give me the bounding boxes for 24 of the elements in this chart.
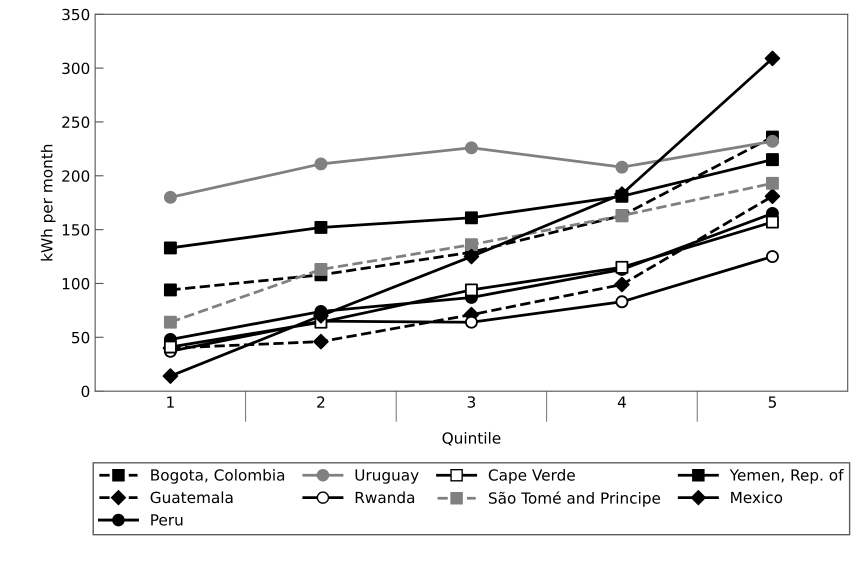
legend-label: Peru	[151, 514, 182, 526]
x-tick-label: 5	[768, 396, 776, 408]
legend-label: Cape Verde	[488, 468, 575, 484]
legend-label: Yemen, Rep. of	[730, 468, 844, 484]
legend-label: São Tomé and Principe	[488, 491, 660, 507]
x-tick-label: 2	[317, 396, 324, 408]
y-tick-label: 200	[62, 170, 90, 182]
y-axis-title: kWh per month	[40, 144, 56, 260]
y-tick-label: 0	[82, 386, 90, 398]
legend-label: Mexico	[731, 491, 782, 504]
x-tick-label: 4	[618, 396, 626, 408]
legend-label: Bogota, Colombia	[151, 468, 284, 484]
x-tick-label: 1	[167, 396, 174, 408]
x-axis-title: Quintile	[442, 432, 500, 446]
legend-label: Guatemala	[150, 491, 232, 504]
legend-label: Uruguay	[356, 469, 419, 484]
y-tick-label: 150	[62, 224, 90, 236]
y-tick-label: 100	[62, 278, 90, 290]
x-tick-label: 3	[468, 396, 476, 408]
y-tick-label: 50	[72, 332, 90, 344]
legend-label: Rwanda	[356, 491, 414, 504]
y-tick-label: 250	[62, 116, 90, 128]
y-tick-label: 300	[62, 62, 90, 74]
y-tick-label: 350	[62, 8, 90, 20]
